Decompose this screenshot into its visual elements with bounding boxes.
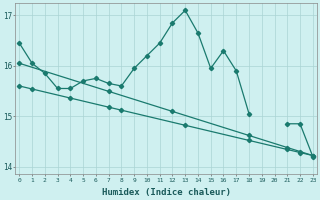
X-axis label: Humidex (Indice chaleur): Humidex (Indice chaleur): [101, 188, 231, 197]
